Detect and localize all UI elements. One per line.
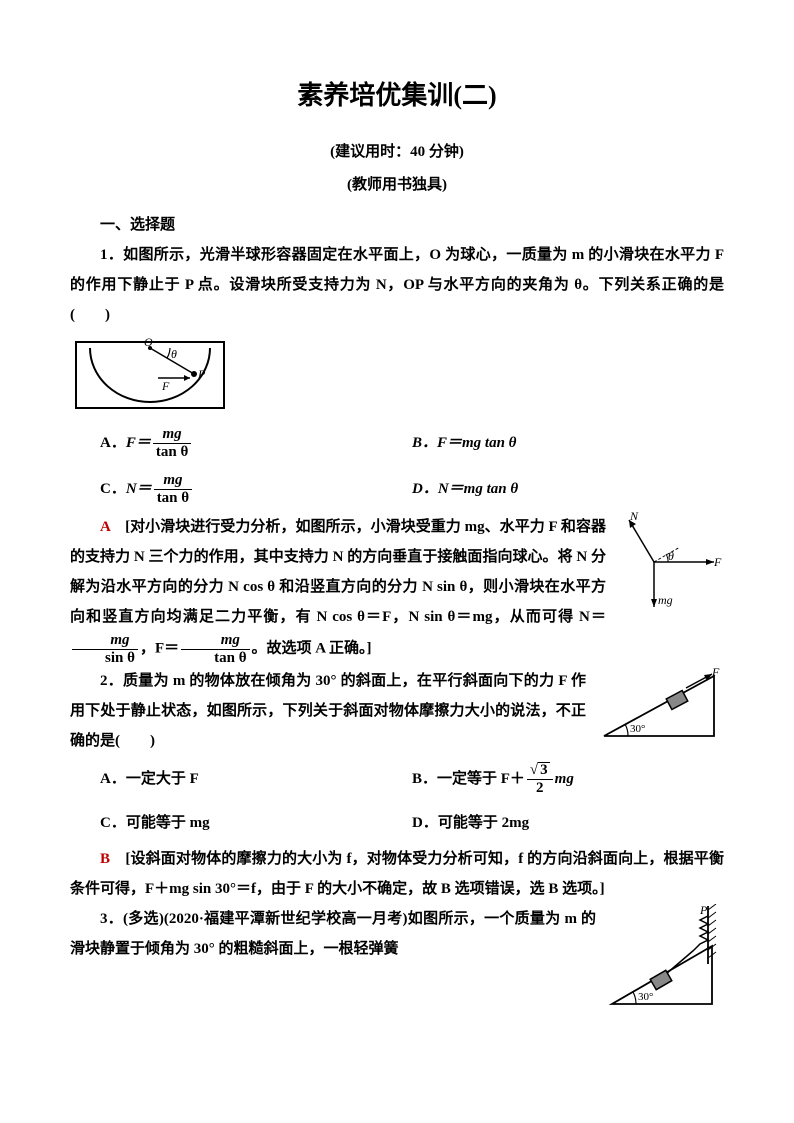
section-heading: 一、选择题: [70, 210, 724, 240]
svg-text:30°: 30°: [630, 723, 645, 735]
q2-opt-c: C．可能等于 mg: [100, 802, 412, 844]
q2-explanation: B [设斜面对物体的摩擦力的大小为 f，对物体受力分析可知，f 的方向沿斜面向上…: [70, 844, 724, 904]
svg-text:30°: 30°: [638, 991, 653, 1003]
q1-figure-bowl: O θ F P: [70, 336, 724, 414]
q2-options: A．一定大于 F B．一定等于 F＋ 32 mg C．可能等于 mg D．可能等…: [100, 756, 724, 844]
q1-opt-a: A． F＝ mgtan θ: [100, 420, 412, 466]
q1-options: A． F＝ mgtan θ B．F＝mg tan θ C． N＝ mgtan θ…: [100, 420, 724, 512]
svg-text:mg: mg: [658, 593, 673, 607]
q2-opt-b: B．一定等于 F＋ 32 mg: [412, 756, 724, 802]
svg-text:F: F: [711, 666, 720, 679]
svg-text:P: P: [699, 904, 708, 917]
q1-answer: A: [100, 519, 110, 535]
svg-text:O: O: [144, 336, 153, 349]
q2-opt-d: D．可能等于 2mg: [412, 802, 724, 844]
svg-text:F: F: [161, 379, 170, 393]
q1-force-diagram: N θ F mg: [614, 512, 724, 612]
q1-opt-c: C． N＝ mgtan θ: [100, 466, 412, 512]
q1-stem: 1．如图所示，光滑半球形容器固定在水平面上，O 为球心，一质量为 m 的小滑块在…: [70, 240, 724, 330]
subtitle-time: (建议用时：40 分钟): [70, 137, 724, 167]
q1-opt-b: B．F＝mg tan θ: [412, 420, 724, 466]
q2-answer: B: [100, 851, 110, 867]
q3-spring-figure: 30° P: [604, 904, 724, 1014]
q2-incline-figure: 30° F: [594, 666, 724, 746]
svg-text:θ: θ: [668, 549, 674, 563]
q2-opt-a: A．一定大于 F: [100, 756, 412, 802]
svg-text:N: N: [629, 512, 639, 523]
svg-text:P: P: [197, 367, 206, 381]
svg-text:θ: θ: [171, 347, 177, 361]
page-title: 素养培优集训(二): [70, 70, 724, 122]
q1-opt-d: D．N＝mg tan θ: [412, 466, 724, 512]
subtitle-teacher: (教师用书独具): [70, 170, 724, 200]
svg-text:F: F: [713, 555, 722, 569]
